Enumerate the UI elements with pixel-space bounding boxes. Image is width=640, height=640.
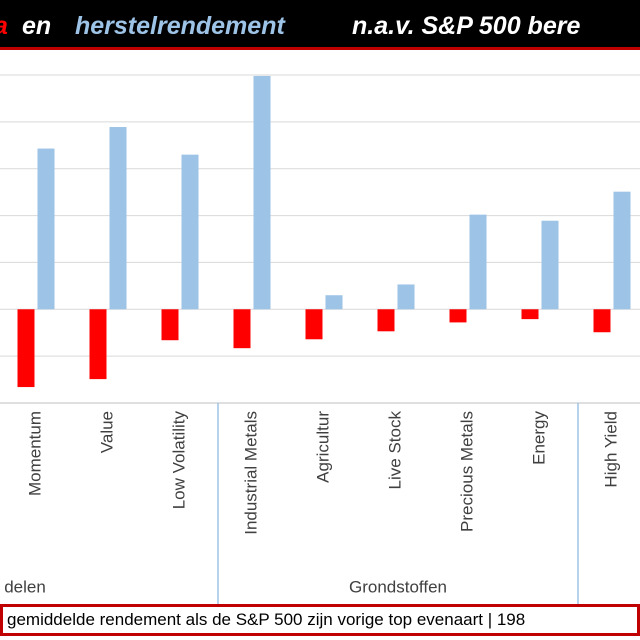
title-part: en [22, 12, 52, 40]
group-label: delen [4, 577, 46, 596]
bar [305, 309, 323, 340]
title-part: herstelrendement [75, 12, 285, 40]
bar [377, 309, 395, 332]
x-tick-label: Live Stock [385, 411, 404, 490]
x-tick-label: High Yield [601, 411, 620, 488]
x-tick-label: Energy [529, 411, 548, 465]
footnote: gemiddelde rendement als de S&P 500 zijn… [0, 604, 640, 636]
title-part: n.a.v. S&P 500 bere [352, 12, 581, 40]
bar [253, 75, 271, 310]
bar [233, 309, 251, 349]
title-bar: aen herstelrendement n.a.v. S&P 500 bere [0, 0, 640, 50]
bar [17, 309, 35, 388]
x-tick-label: Precious Metals [457, 411, 476, 532]
x-tick-label: Industrial Metals [241, 411, 260, 535]
bar [109, 127, 127, 310]
bar [397, 284, 415, 310]
bar [469, 214, 487, 310]
bar [613, 191, 631, 310]
bar [541, 220, 559, 310]
x-tick-label: Agricultur [313, 411, 332, 483]
bar [449, 309, 467, 323]
bar [521, 309, 539, 320]
bar [181, 154, 199, 310]
x-tick-label: Value [97, 411, 116, 453]
bar [593, 309, 611, 333]
bar [89, 309, 107, 380]
bar [37, 148, 55, 310]
bar [161, 309, 179, 341]
x-tick-label: Momentum [25, 411, 44, 496]
group-label: Grondstoffen [349, 577, 447, 596]
x-tick-label: Low Volatility [169, 411, 188, 510]
chart: Momentum Value Low Volatility Industrial Me… [0, 74, 640, 604]
title-part: a [0, 0, 8, 47]
bar [325, 295, 343, 310]
